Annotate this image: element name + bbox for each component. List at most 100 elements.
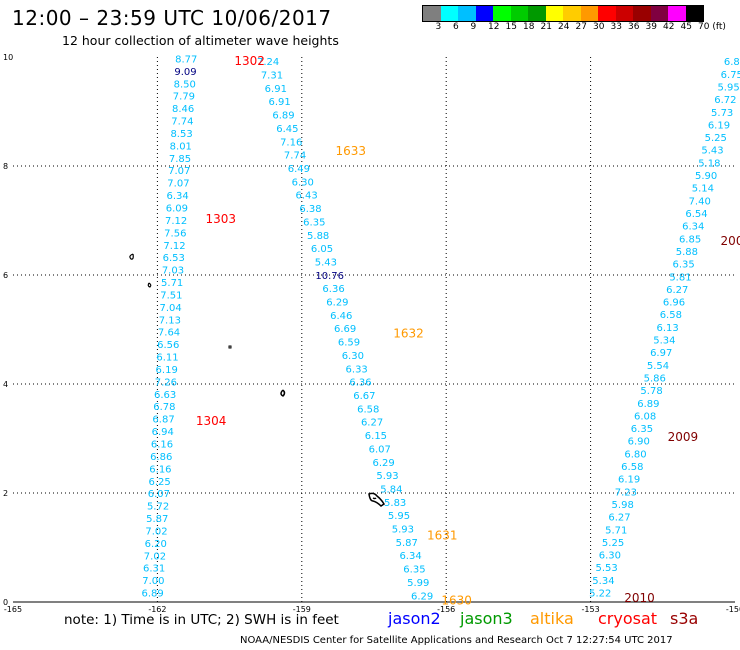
swh-value: 6.85 bbox=[679, 234, 701, 245]
x-tick-label: -153 bbox=[582, 605, 600, 614]
swh-value: 7.56 bbox=[164, 228, 186, 239]
legend-swatch bbox=[615, 6, 633, 21]
swh-value: 6.63 bbox=[154, 390, 176, 401]
swh-value: 7.02 bbox=[145, 526, 167, 537]
pass-label: 1632 bbox=[393, 327, 424, 341]
swh-value: 7.24 bbox=[257, 57, 279, 68]
swh-value: 8.77 bbox=[175, 54, 197, 65]
swh-value: 5.93 bbox=[392, 525, 414, 536]
swh-value: 5.72 bbox=[147, 502, 169, 513]
swh-value: 6.87 bbox=[724, 57, 740, 68]
y-tick-label: 4 bbox=[3, 380, 8, 389]
swh-value: 6.29 bbox=[326, 298, 348, 309]
pass-label: 1304 bbox=[196, 414, 227, 428]
swh-value: 7.12 bbox=[165, 216, 187, 227]
x-tick-label: -162 bbox=[148, 605, 166, 614]
swh-value: 7.51 bbox=[160, 290, 182, 301]
swh-value: 5.34 bbox=[653, 336, 675, 347]
swh-value: 8.50 bbox=[174, 79, 196, 90]
legend-swatch bbox=[493, 6, 511, 21]
x-tick-label: -159 bbox=[293, 605, 311, 614]
pass-label: 2008 bbox=[721, 234, 740, 248]
swh-value: 6.89 bbox=[637, 399, 659, 410]
swh-value: 7.23 bbox=[615, 487, 637, 498]
swh-value: 5.71 bbox=[605, 525, 627, 536]
swh-value: 5.78 bbox=[640, 386, 662, 397]
pass-label: 1633 bbox=[335, 144, 366, 158]
swh-value: 6.80 bbox=[624, 449, 646, 460]
coastline bbox=[129, 253, 386, 507]
swh-value: 6.30 bbox=[342, 351, 364, 362]
swh-value: 5.25 bbox=[705, 133, 727, 144]
swh-value: 7.74 bbox=[171, 117, 193, 128]
swh-value: 5.86 bbox=[644, 373, 666, 384]
swh-value: 5.90 bbox=[695, 171, 717, 182]
axes: -165 -162 -159 -156 -153 -150 0 2 4 6 8 10 bbox=[3, 53, 740, 614]
island-4 bbox=[228, 345, 232, 349]
legend-swatch bbox=[510, 6, 528, 21]
swh-value: 6.56 bbox=[157, 340, 179, 351]
swh-value: 6.16 bbox=[151, 439, 173, 450]
legend-swatch bbox=[580, 6, 598, 21]
swh-value: 8.53 bbox=[170, 129, 192, 140]
legend-swatch bbox=[440, 6, 458, 21]
credit-text: NOAA/NESDIS Center for Satellite Applica… bbox=[240, 635, 673, 646]
swh-value: 8.01 bbox=[170, 141, 192, 152]
page-subtitle: 12 hour collection of altimeter wave hei… bbox=[62, 33, 339, 48]
x-tick-label: -150 bbox=[726, 605, 740, 614]
swh-value: 7.85 bbox=[169, 154, 191, 165]
legend-label: 42 bbox=[663, 22, 675, 32]
pass-label: 2010 bbox=[624, 591, 655, 605]
x-tick-label: -156 bbox=[437, 605, 455, 614]
island-3 bbox=[280, 389, 286, 397]
island-2 bbox=[147, 282, 152, 288]
satellite-altika: altika bbox=[530, 609, 574, 628]
legend-label: 36 bbox=[628, 22, 640, 32]
swh-value: 6.78 bbox=[153, 402, 175, 413]
swh-value: 6.11 bbox=[156, 353, 178, 364]
swh-value: 6.29 bbox=[411, 591, 433, 602]
legend-label: 33 bbox=[610, 22, 622, 32]
satellite-jason3: jason3 bbox=[460, 609, 513, 628]
swh-value: 5.88 bbox=[676, 247, 698, 258]
swh-value: 6.90 bbox=[628, 437, 650, 448]
swh-value: 7.13 bbox=[159, 315, 181, 326]
swh-value: 6.20 bbox=[145, 539, 167, 550]
swh-value: 5.88 bbox=[307, 231, 329, 242]
swh-value: 6.53 bbox=[163, 253, 185, 264]
swh-value: 7.00 bbox=[142, 576, 164, 587]
swh-value: 6.36 bbox=[322, 284, 344, 295]
swh-value: 6.58 bbox=[621, 462, 643, 473]
swh-value: 5.87 bbox=[146, 514, 168, 525]
swh-value: 5.84 bbox=[380, 484, 402, 495]
swh-value: 6.35 bbox=[673, 260, 695, 271]
pass-labels: 1302 1633 1303 2008 1632 1304 2009 1631 1630 2010 bbox=[196, 54, 740, 608]
swh-value: 6.19 bbox=[618, 475, 640, 486]
swh-value: 6.35 bbox=[403, 565, 425, 576]
swh-value: 5.43 bbox=[701, 146, 723, 157]
swh-value: 6.27 bbox=[361, 418, 383, 429]
swh-value: 6.91 bbox=[265, 84, 287, 95]
swh-value: 7.16 bbox=[280, 137, 302, 148]
swh-value: 7.31 bbox=[261, 71, 283, 82]
swh-value: 7.07 bbox=[167, 179, 189, 190]
swh-value: 6.35 bbox=[631, 424, 653, 435]
swh-value: 7.40 bbox=[689, 196, 711, 207]
swh-value: 6.49 bbox=[288, 164, 310, 175]
legend-label: 3 bbox=[435, 22, 442, 32]
swh-value: 7.03 bbox=[162, 266, 184, 277]
legend-label: 45 bbox=[680, 22, 692, 32]
legend-swatch bbox=[685, 6, 703, 21]
swh-value: 6.09 bbox=[166, 204, 188, 215]
pass-label: 1630 bbox=[441, 594, 472, 608]
swh-value: 6.34 bbox=[682, 222, 704, 233]
swh-value: 5.14 bbox=[692, 184, 714, 195]
swh-value: 7.12 bbox=[163, 241, 185, 252]
swh-value: 5.22 bbox=[589, 589, 611, 600]
y-tick-label: 0 bbox=[3, 598, 8, 607]
swh-value: 6.27 bbox=[666, 285, 688, 296]
color-legend bbox=[422, 5, 704, 22]
swh-value: 6.31 bbox=[143, 564, 165, 575]
legend-label: 39 bbox=[645, 22, 657, 32]
